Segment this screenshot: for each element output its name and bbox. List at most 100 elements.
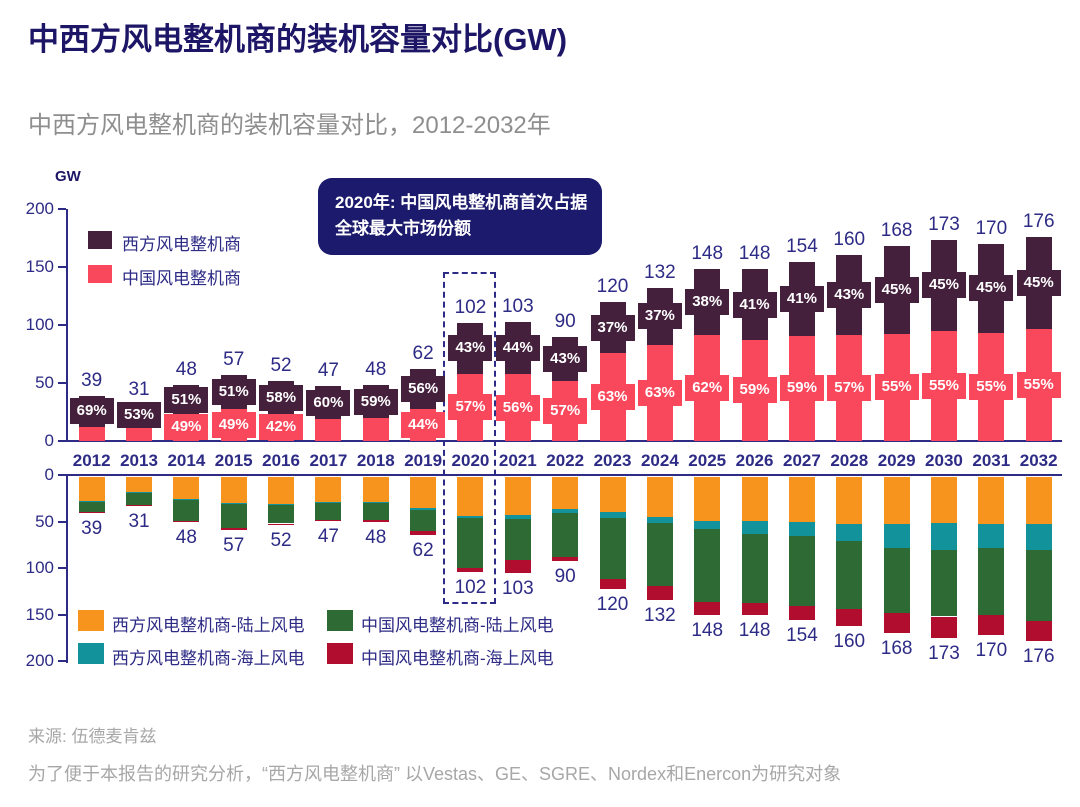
top-total-label: 154 — [786, 236, 818, 258]
top-axis-tick — [58, 324, 66, 326]
china-share-badge: 57% — [448, 394, 493, 421]
bottom-total-label: 176 — [1022, 645, 1055, 667]
bar-segment-west_onshore — [504, 477, 531, 516]
bar-segment-west_onshore — [173, 477, 200, 500]
bar-segment-china_offshore — [599, 579, 626, 589]
top-axis-tick-label: 0 — [44, 431, 54, 450]
china-share-badge: 63% — [637, 379, 682, 406]
bar-segment-west_onshore — [315, 477, 342, 503]
bar-segment-west_offshore — [78, 501, 105, 503]
top-axis-tick-label: 200 — [25, 199, 54, 218]
legend-swatch-china_offshore — [327, 643, 353, 664]
bottom-total-label: 120 — [596, 593, 629, 615]
bar-segment-china_onshore — [504, 518, 531, 560]
footnote-text: 为了便于本报告的研究分析，“西方风电整机商” 以Vestas、GE、SGRE、N… — [28, 764, 842, 784]
bottom-axis-tick — [58, 567, 66, 569]
bar-segment-west_onshore — [552, 477, 579, 509]
legend-swatch-west — [88, 231, 112, 249]
bottom-total-label: 148 — [691, 619, 724, 641]
top-total-label: 52 — [270, 354, 292, 376]
bar-segment-china_onshore — [268, 504, 295, 524]
bottom-axis-tick — [58, 660, 66, 662]
bottom-axis-tick-label: 100 — [25, 558, 54, 577]
china-share-badge: 55% — [874, 374, 919, 401]
west-share-badge: 58% — [259, 385, 304, 412]
top-total-label: 160 — [833, 229, 866, 251]
bottom-total-label: 168 — [880, 638, 913, 660]
bar-segment-west_onshore — [1025, 477, 1052, 525]
x-axis-year-label: 2018 — [356, 451, 395, 470]
bottom-axis-tick-label: 150 — [25, 604, 54, 624]
top-total-label: 57 — [223, 348, 245, 370]
bar-segment-china_offshore — [315, 519, 342, 521]
bar-segment-china_offshore — [504, 559, 531, 573]
legend-swatch-china — [88, 265, 112, 283]
x-axis-year-label: 2016 — [262, 451, 300, 470]
bottom-total-label: 39 — [81, 518, 103, 540]
west-share-badge: 43% — [543, 346, 588, 373]
bottom-total-label: 148 — [738, 619, 771, 641]
bar-segment-west_offshore — [646, 516, 673, 523]
bar-segment-west_offshore — [552, 508, 579, 514]
china-share-badge: 49% — [164, 414, 209, 440]
top-total-label: 31 — [128, 379, 150, 401]
x-axis-year-label: 2030 — [925, 451, 963, 470]
west-share-badge: 44% — [495, 334, 540, 361]
y-axis-unit-label: GW — [55, 168, 81, 185]
bar-segment-china-top — [315, 419, 342, 441]
bar-segment-china_offshore — [126, 504, 153, 506]
bar-segment-china_onshore — [788, 535, 815, 607]
legend-swatch-west_offshore — [78, 643, 104, 664]
west-share-badge: 69% — [69, 398, 114, 425]
west-share-badge: 56% — [401, 376, 446, 403]
annotation-line2: 全球最大市场份额 — [335, 219, 471, 239]
bar-segment-west_offshore — [315, 502, 342, 504]
x-axis-year-label: 2032 — [1019, 451, 1058, 470]
bottom-total-label: 48 — [365, 526, 387, 548]
x-axis-year-label: 2012 — [72, 451, 111, 470]
bar-segment-china_onshore — [930, 549, 957, 617]
bar-segment-china_offshore — [694, 601, 721, 615]
top-total-label: 102 — [454, 296, 487, 318]
top-total-label: 173 — [928, 214, 960, 236]
page-title: 中西方风电整机商的装机容量对比(GW) — [28, 22, 568, 57]
bar-segment-west_offshore — [741, 520, 768, 534]
bottom-total-label: 173 — [928, 642, 960, 664]
x-axis-year-label: 2021 — [498, 451, 537, 470]
legend-label-china_offshore: 中国风电整机商-海上风电 — [361, 649, 554, 668]
top-total-label: 48 — [365, 359, 387, 381]
legend-label-west_onshore: 西方风电整机商-陆上风电 — [112, 616, 305, 635]
west-share-badge: 59% — [353, 388, 398, 415]
top-total-label: 170 — [975, 217, 1008, 239]
bar-segment-china_offshore — [362, 519, 389, 522]
bottom-total-label: 160 — [833, 630, 866, 652]
china-share-badge: 55% — [969, 373, 1014, 400]
west-share-badge: 41% — [779, 285, 824, 312]
x-axis-year-label: 2017 — [309, 451, 348, 470]
x-axis-year-label: 2024 — [640, 451, 679, 470]
x-axis-year-label: 2025 — [688, 451, 727, 470]
china-share-badge: 57% — [543, 398, 588, 425]
top-axis-tick — [58, 382, 66, 384]
bottom-total-label: 31 — [128, 510, 150, 532]
bar-segment-china_offshore — [646, 585, 673, 600]
bar-segment-west_offshore — [788, 521, 815, 536]
x-axis-year-label: 2013 — [120, 451, 158, 470]
bottom-total-label: 154 — [786, 625, 818, 647]
bar-segment-west_onshore — [741, 477, 768, 521]
legend-swatch-west_onshore — [78, 610, 104, 631]
china-share-badge: 44% — [401, 412, 446, 439]
top-total-label: 132 — [644, 261, 676, 283]
top-axis-tick-label: 150 — [25, 257, 54, 276]
top-axis-tick — [58, 208, 66, 210]
bar-segment-china_offshore — [220, 528, 247, 530]
bar-segment-china_onshore — [1025, 550, 1052, 622]
bottom-axis-tick-label: 0 — [44, 465, 54, 484]
bar-segment-china_onshore — [173, 500, 200, 521]
bottom-total-label: 48 — [175, 526, 197, 548]
bottom-axis-tick-label: 200 — [25, 651, 54, 670]
bar-segment-west_offshore — [978, 523, 1005, 548]
bar-segment-west_offshore — [883, 523, 910, 548]
bar-segment-west_onshore — [694, 477, 721, 521]
